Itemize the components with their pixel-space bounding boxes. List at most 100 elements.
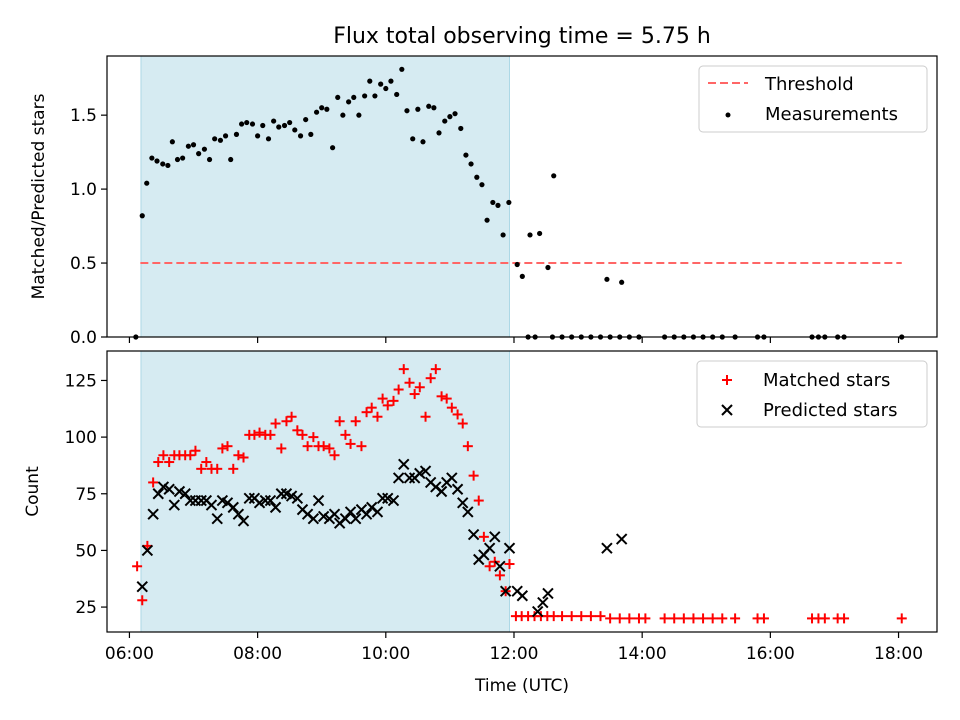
measurement-point [545, 264, 551, 271]
predicted-star-point [392, 472, 405, 484]
legend-predicted-label: Predicted stars [763, 400, 897, 421]
measurement-point [308, 131, 314, 137]
measurement-point [206, 156, 213, 163]
predicted-star-point [398, 458, 410, 471]
predicted-star-point [503, 542, 516, 554]
measurement-point [463, 152, 469, 158]
matched-star-point [238, 452, 249, 463]
predicted-star-point [328, 508, 341, 520]
measurement-point [404, 108, 410, 114]
matched-star-point [276, 443, 287, 454]
measurement-point [276, 124, 282, 130]
predicted-star-point [435, 485, 448, 498]
measurement-point [174, 156, 181, 163]
predicted-star-point [531, 605, 544, 618]
measurement-point [519, 273, 525, 279]
matched-star-point [504, 559, 515, 570]
measurement-point [378, 81, 384, 87]
measurement-point [169, 139, 175, 145]
measurement-point [362, 93, 368, 99]
predicted-star-point [601, 542, 613, 554]
measurement-point [271, 118, 277, 124]
measurement-point [436, 130, 442, 136]
matched-star-point [468, 470, 479, 481]
predicted-star-point [371, 506, 384, 518]
predicted-star-point [168, 499, 181, 511]
predicted-star-point [403, 472, 416, 484]
matched-star-point [164, 457, 175, 468]
predicted-star-point [312, 494, 325, 507]
y-tick-label: 75 [75, 485, 97, 505]
top-x-ticks [128, 337, 900, 343]
measurement-point [514, 261, 520, 268]
measurement-point [346, 99, 352, 105]
predicted-star-point [537, 596, 549, 609]
measurement-point [479, 182, 485, 188]
matched-star-point [361, 407, 372, 418]
predicted-star-point [360, 508, 373, 520]
measurement-point [154, 158, 160, 164]
x-tick-label: 14:00 [618, 644, 667, 664]
matched-star-point [478, 531, 489, 542]
matched-star-point [388, 395, 399, 406]
matched-star-point [717, 613, 728, 624]
matched-star-point [484, 561, 495, 572]
matched-star-point [297, 429, 308, 440]
bottom-panel: 25 50 75 100 125 06:00 08:00 10:00 12:00 14:00 16… [23, 350, 938, 696]
matched-star-point [148, 477, 159, 488]
x-tick-label: 16:00 [746, 644, 795, 664]
measurement-point [484, 217, 490, 223]
matched-star-point [377, 393, 388, 404]
measurement-point [217, 137, 224, 143]
measurement-point [249, 121, 256, 127]
matched-star-point [270, 418, 281, 429]
bottom-x-ticks: 06:00 08:00 10:00 12:00 14:00 16:00 18:00 [105, 632, 923, 664]
predicted-star-point [542, 587, 554, 600]
matched-star-point [222, 441, 233, 452]
predicted-star-point [451, 483, 464, 495]
matched-star-point [457, 418, 468, 429]
predicted-star-point [387, 494, 400, 507]
measurement-point [468, 161, 474, 167]
predicted-star-point [339, 512, 352, 525]
y-tick-label: 50 [75, 541, 97, 561]
matched-star-point [420, 411, 431, 422]
matched-star-point [698, 613, 709, 624]
measurement-point [165, 162, 171, 169]
measurement-point [410, 136, 416, 142]
matched-star-point [624, 613, 635, 624]
measurement-point [185, 143, 191, 149]
matched-star-point [659, 613, 670, 624]
matched-star-point [425, 373, 436, 384]
y-tick-label: 1.5 [70, 106, 97, 126]
measurement-point [313, 109, 320, 115]
measurement-point [222, 133, 229, 139]
measurement-point [447, 114, 453, 120]
matched-star-point [185, 450, 196, 461]
measurement-point [452, 111, 458, 117]
matched-star-point [345, 438, 356, 449]
matched-star-point [233, 450, 244, 461]
predicted-star-point [269, 501, 282, 514]
y-tick-label: 125 [65, 371, 97, 391]
measurement-point [324, 106, 330, 112]
x-tick-label: 18:00 [874, 644, 923, 664]
measurement-point [292, 127, 298, 133]
x-tick-label: 12:00 [489, 644, 538, 664]
measurement-point [201, 146, 208, 152]
predicted-star-point [615, 533, 628, 545]
measurement-point [340, 112, 346, 118]
legend-measurements-label: Measurements [765, 104, 898, 125]
matched-star-point [614, 613, 625, 624]
matched-star-point [382, 400, 393, 411]
matched-star-point [758, 613, 769, 624]
predicted-star-point [307, 512, 320, 525]
measurement-point [149, 155, 155, 161]
measurement-point [160, 161, 166, 167]
measurement-point [383, 85, 389, 92]
bottom-y-ticks: 25 50 75 100 125 [65, 371, 107, 618]
predicted-star-point [446, 472, 458, 484]
legend-plus-marker [722, 375, 732, 385]
x-axis-label: Time (UTC) [474, 676, 569, 696]
measurement-point [415, 106, 421, 112]
